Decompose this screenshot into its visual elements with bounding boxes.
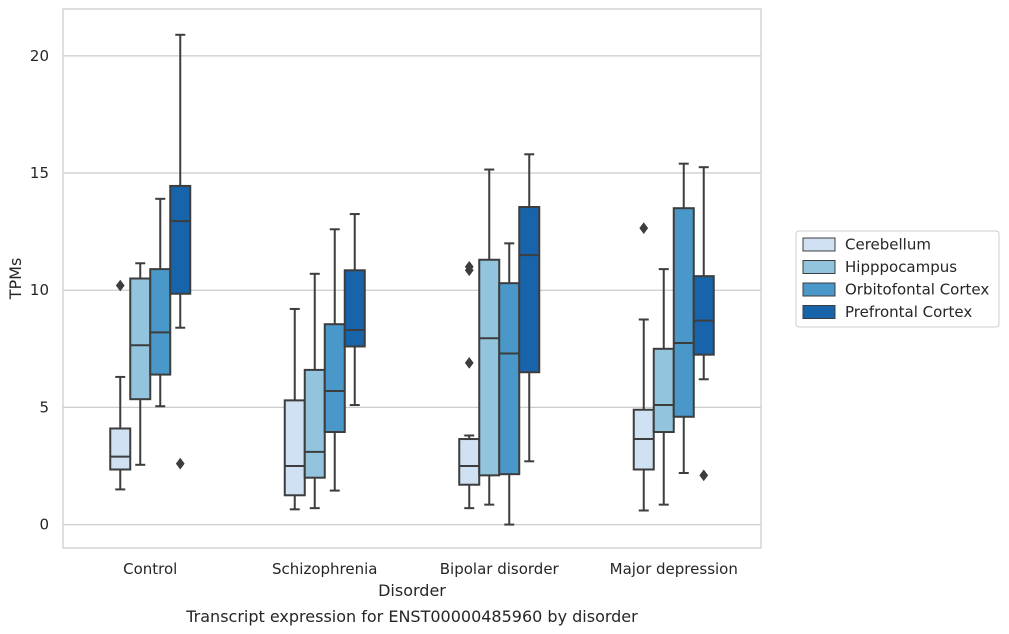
- outlier-point: [115, 279, 125, 292]
- box-iqr: [672, 207, 695, 418]
- plot-frame: [62, 8, 762, 549]
- legend-label: Orbitofontal Cortex: [845, 281, 989, 299]
- x-tick-labels: Control Schizophrenia Bipolar disorder Majo…: [123, 560, 738, 578]
- box-iqr: [478, 258, 501, 477]
- box-3-0: [632, 222, 655, 512]
- y-tick-label: 20: [30, 47, 49, 65]
- legend-swatch: [802, 237, 836, 252]
- legend-swatch: [802, 305, 836, 319]
- box-iqr: [109, 427, 132, 471]
- box-0-3: [169, 33, 192, 470]
- legend-swatch: [802, 282, 836, 297]
- x-axis-label: Disorder: [378, 581, 446, 600]
- box-1-2: [323, 228, 346, 492]
- outlier-point: [464, 357, 474, 369]
- x-tick-label: Major depression: [610, 560, 738, 578]
- y-tick-label: 10: [30, 281, 49, 299]
- box-0-0: [109, 279, 132, 491]
- box-3-1: [652, 268, 675, 506]
- box-iqr: [283, 399, 306, 497]
- box-iqr: [323, 323, 346, 433]
- outlier-point: [175, 457, 185, 470]
- legend-label: Hipppocampus: [845, 258, 957, 276]
- box-iqr: [458, 438, 481, 486]
- outlier-point: [699, 469, 709, 482]
- box-iqr: [149, 268, 172, 376]
- box-iqr: [652, 347, 675, 433]
- box-2-0: [458, 260, 481, 510]
- y-tick-label: 0: [39, 516, 49, 534]
- y-tick-label: 5: [39, 398, 49, 416]
- legend-label: Prefrontal Cortex: [845, 303, 972, 321]
- y-axis-label: TPMs: [6, 258, 25, 301]
- box-iqr: [498, 282, 521, 476]
- box-iqr: [169, 184, 192, 295]
- x-tick-label: Control: [123, 560, 177, 578]
- x-tick-label: Schizophrenia: [272, 560, 377, 578]
- box-0-2: [149, 197, 172, 408]
- box-iqr: [303, 368, 326, 479]
- boxes: [109, 33, 715, 526]
- box-iqr: [129, 277, 152, 401]
- box-3-2: [672, 162, 695, 475]
- box-1-1: [303, 272, 326, 510]
- outlier-point: [464, 260, 474, 273]
- box-2-3: [518, 153, 541, 463]
- box-iqr: [692, 275, 715, 356]
- box-iqr: [343, 269, 366, 348]
- x-tick-label: Bipolar disorder: [440, 560, 560, 578]
- outlier-point: [639, 222, 649, 234]
- box-0-1: [129, 262, 152, 466]
- chart-caption: Transcript expression for ENST0000048596…: [185, 607, 638, 626]
- box-3-3: [692, 166, 715, 482]
- box-2-2: [498, 242, 521, 526]
- legend-frame: [795, 230, 1000, 328]
- box-2-1: [478, 168, 501, 506]
- legend: Cerebellum Hipppocampus Orbitofontal Corte…: [795, 230, 1000, 328]
- box-iqr: [518, 206, 541, 374]
- legend-swatch: [802, 260, 836, 274]
- box-1-3: [343, 213, 366, 407]
- y-tick-label: 15: [30, 164, 49, 182]
- box-1-0: [283, 307, 306, 511]
- legend-label: Cerebellum: [845, 236, 931, 254]
- y-tick-labels: 0 5 10 15 20: [30, 47, 49, 534]
